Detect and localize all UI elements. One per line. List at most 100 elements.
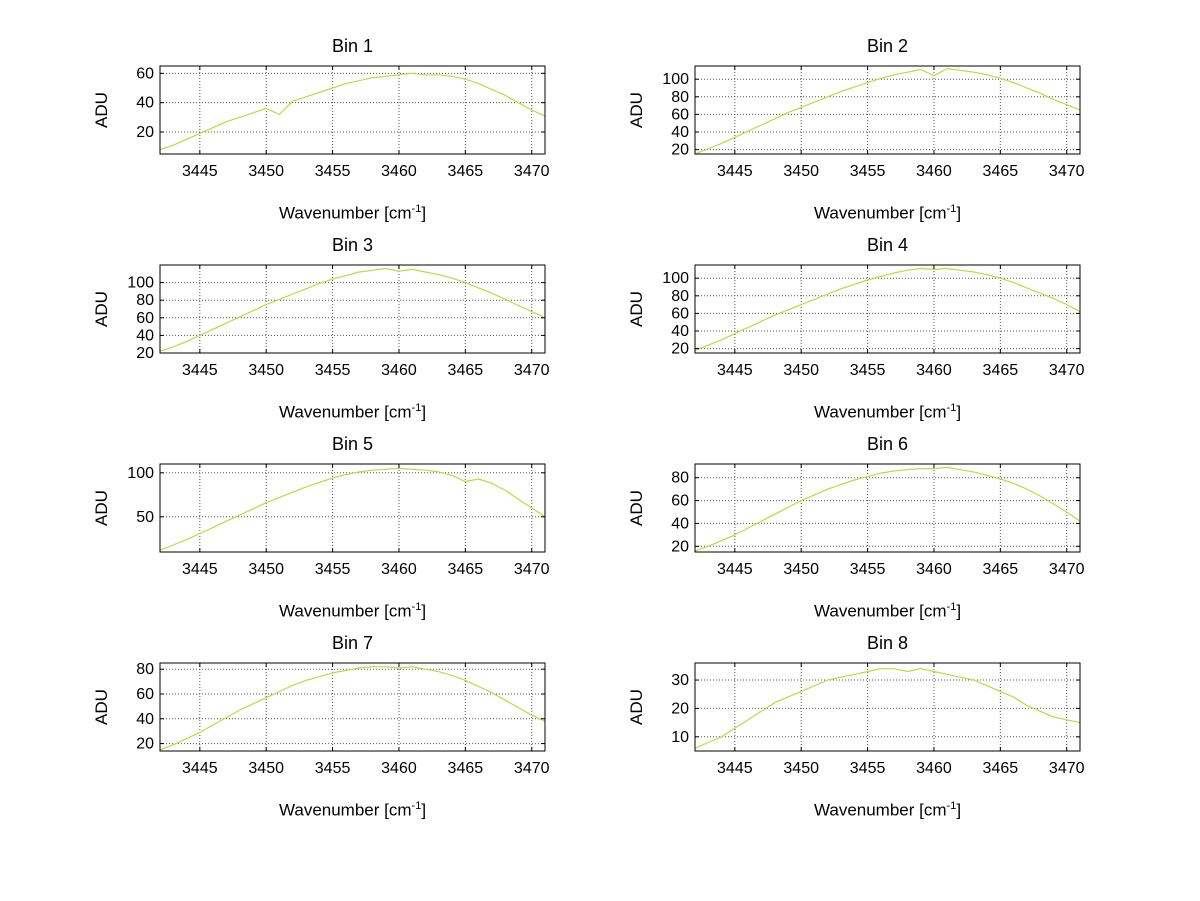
x-axis-label: Wavenumber [cm-1] [695, 199, 1080, 225]
svg-text:40: 40 [136, 327, 154, 344]
svg-text:100: 100 [662, 71, 689, 88]
xlabel-superscript: -1 [411, 402, 422, 414]
subplot: Bin 2 3445 3450 3455 3460 3465 3470 20 40 60 80 10… [620, 34, 1125, 225]
svg-text:3465: 3465 [983, 163, 1019, 180]
subplot: Bin 5 3445 3450 3455 3460 3465 3470 50 100 ADU W… [85, 432, 590, 623]
x-axis-label: Wavenumber [cm-1] [695, 597, 1080, 623]
svg-text:3445: 3445 [717, 760, 753, 777]
svg-text:40: 40 [136, 95, 154, 112]
xlabel-superscript: -1 [411, 203, 422, 215]
svg-text:3460: 3460 [916, 362, 952, 379]
svg-text:3470: 3470 [1049, 760, 1085, 777]
svg-text:3465: 3465 [983, 362, 1019, 379]
svg-text:3470: 3470 [514, 561, 550, 578]
xlabel-suffix: ] [956, 203, 962, 223]
svg-text:3455: 3455 [315, 163, 351, 180]
svg-text:3455: 3455 [850, 163, 886, 180]
svg-text:3470: 3470 [514, 163, 550, 180]
svg-text:20: 20 [671, 700, 689, 717]
svg-text:3450: 3450 [248, 362, 284, 379]
svg-text:3460: 3460 [381, 362, 417, 379]
xlabel-superscript: -1 [946, 800, 957, 812]
subplot-title: Bin 1 [331, 36, 374, 56]
figure: Bin 1 3445 3450 3455 3460 3465 3470 20 40 60 ADU … [85, 34, 1125, 822]
svg-text:3450: 3450 [783, 561, 819, 578]
subplot-title: Bin 2 [866, 36, 909, 56]
subplot-title: Bin 8 [866, 633, 909, 653]
y-axis-label: ADU [627, 689, 646, 725]
svg-text:40: 40 [671, 323, 689, 340]
svg-text:3450: 3450 [248, 561, 284, 578]
svg-text:20: 20 [136, 736, 154, 753]
xlabel-superscript: -1 [946, 601, 957, 613]
svg-text:3465: 3465 [448, 561, 484, 578]
xlabel-superscript: -1 [946, 203, 957, 215]
svg-text:3460: 3460 [381, 760, 417, 777]
svg-text:3455: 3455 [850, 362, 886, 379]
svg-text:3450: 3450 [783, 163, 819, 180]
svg-text:3455: 3455 [850, 760, 886, 777]
plot-area: 3445 3450 3455 3460 3465 3470 20 40 60 80 ADU [627, 463, 1085, 578]
svg-text:3445: 3445 [717, 163, 753, 180]
svg-text:30: 30 [671, 672, 689, 689]
x-axis-label: Wavenumber [cm-1] [695, 398, 1080, 424]
y-axis-label: ADU [627, 291, 646, 327]
svg-text:3465: 3465 [983, 561, 1019, 578]
svg-text:3465: 3465 [983, 760, 1019, 777]
svg-text:3445: 3445 [182, 760, 218, 777]
y-axis-label: ADU [92, 92, 111, 128]
svg-text:60: 60 [671, 305, 689, 322]
svg-text:60: 60 [136, 65, 154, 82]
svg-text:3455: 3455 [315, 362, 351, 379]
svg-text:3465: 3465 [448, 362, 484, 379]
xlabel-suffix: ] [956, 402, 962, 422]
svg-text:3450: 3450 [248, 760, 284, 777]
subplot-title: Bin 5 [331, 434, 374, 454]
subplot: Bin 1 3445 3450 3455 3460 3465 3470 20 40 60 ADU … [85, 34, 590, 225]
svg-text:3465: 3465 [448, 163, 484, 180]
x-axis-label: Wavenumber [cm-1] [160, 597, 545, 623]
plot-area: 3445 3450 3455 3460 3465 3470 50 100 ADU [92, 463, 550, 578]
y-axis-label: ADU [627, 92, 646, 128]
y-axis-label: ADU [92, 291, 111, 327]
svg-text:80: 80 [671, 89, 689, 106]
svg-text:80: 80 [671, 470, 689, 487]
xlabel-suffix: ] [421, 800, 427, 820]
svg-text:40: 40 [136, 711, 154, 728]
svg-text:60: 60 [671, 493, 689, 510]
svg-text:100: 100 [662, 270, 689, 287]
subplot-title: Bin 4 [866, 235, 909, 255]
svg-text:20: 20 [671, 341, 689, 358]
svg-text:60: 60 [136, 686, 154, 703]
x-axis-label: Wavenumber [cm-1] [695, 796, 1080, 822]
svg-text:3460: 3460 [916, 163, 952, 180]
x-axis-label: Wavenumber [cm-1] [160, 199, 545, 225]
plot-area: 3445 3450 3455 3460 3465 3470 20 40 60 80 ADU [92, 661, 550, 777]
xlabel-suffix: ] [956, 601, 962, 621]
svg-text:3445: 3445 [182, 163, 218, 180]
svg-text:20: 20 [671, 142, 689, 159]
svg-text:50: 50 [136, 509, 154, 526]
xlabel-suffix: ] [421, 601, 427, 621]
subplot-title: Bin 3 [331, 235, 374, 255]
xlabel-suffix: ] [421, 402, 427, 422]
plot-area: 3445 3450 3455 3460 3465 3470 10 20 30 ADU [627, 662, 1085, 777]
subplot: Bin 8 3445 3450 3455 3460 3465 3470 10 20 30 ADU … [620, 631, 1125, 822]
svg-text:3470: 3470 [1049, 561, 1085, 578]
subplot: Bin 3 3445 3450 3455 3460 3465 3470 20 40 60 80 10… [85, 233, 590, 424]
xlabel-suffix: ] [421, 203, 427, 223]
svg-text:3460: 3460 [916, 760, 952, 777]
xlabel-superscript: -1 [411, 601, 422, 613]
svg-text:3470: 3470 [514, 760, 550, 777]
svg-text:3470: 3470 [1049, 163, 1085, 180]
xlabel-superscript: -1 [411, 800, 422, 812]
xlabel-superscript: -1 [946, 402, 957, 414]
svg-text:100: 100 [127, 275, 154, 292]
svg-text:40: 40 [671, 515, 689, 532]
svg-text:3465: 3465 [448, 760, 484, 777]
svg-text:3445: 3445 [182, 362, 218, 379]
svg-text:3460: 3460 [916, 561, 952, 578]
